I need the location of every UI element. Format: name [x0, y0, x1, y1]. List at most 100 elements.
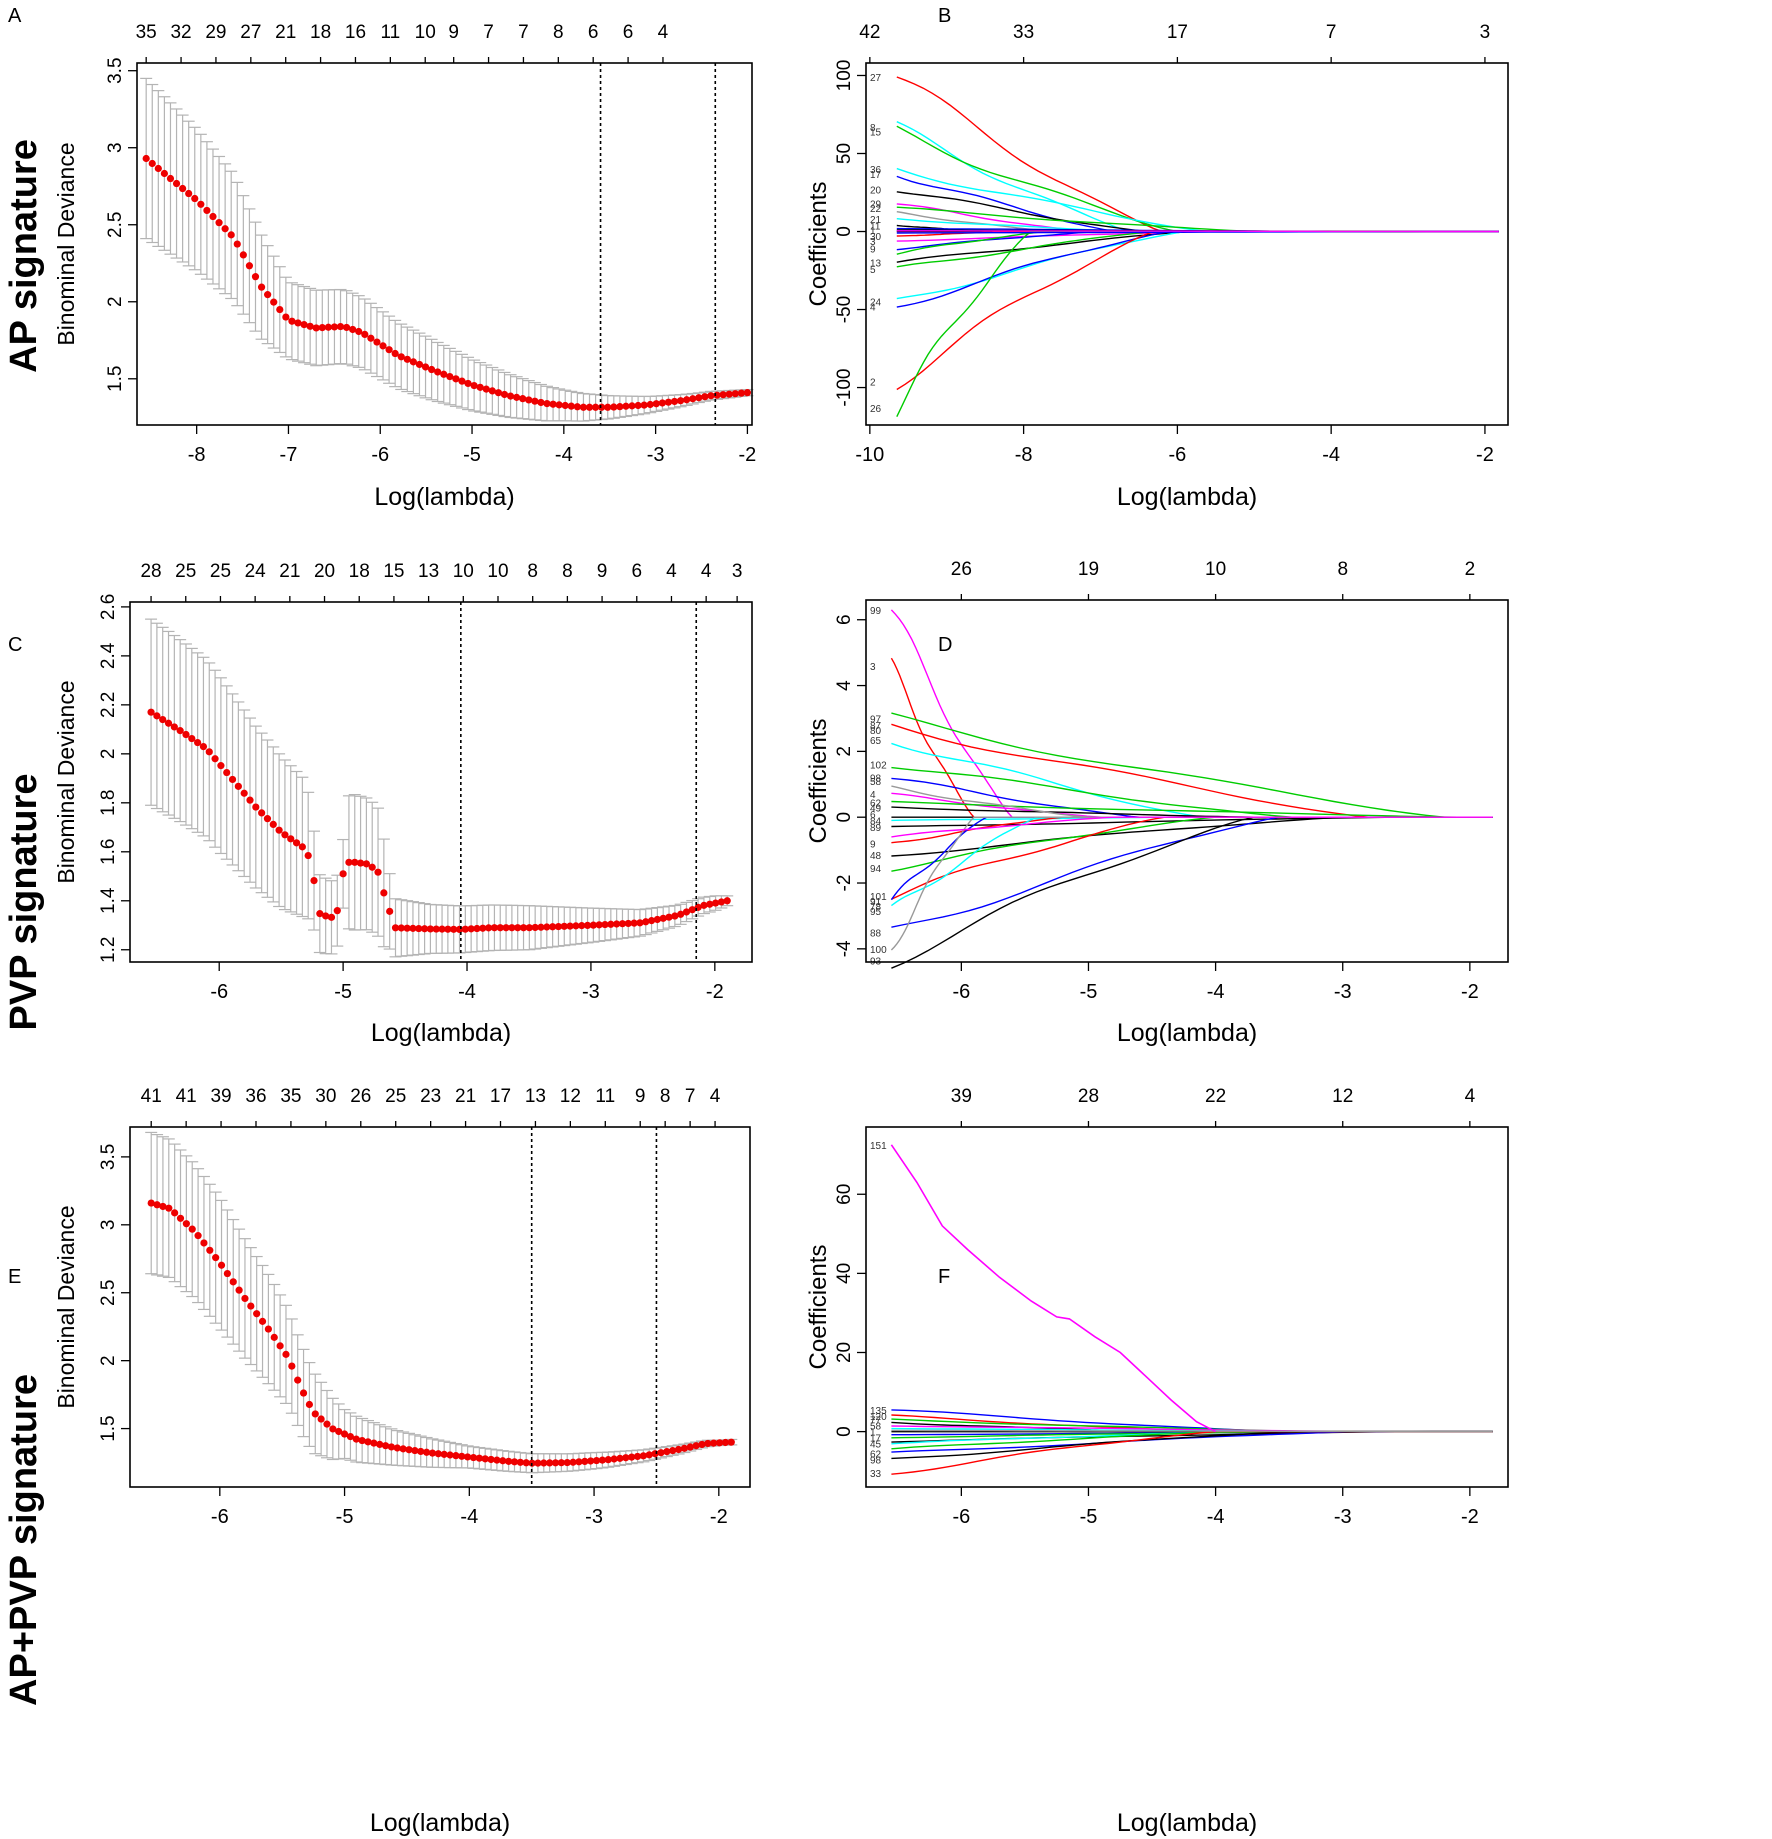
panel-d-coef-path	[891, 816, 1493, 838]
panel-e-cv-point	[399, 1445, 407, 1453]
panel-c-top-tick-label: 8	[562, 561, 573, 582]
panel-c-cv-point	[194, 738, 202, 747]
panel-e-cv-point	[247, 1302, 255, 1310]
panel-f-path-index-label: 58	[870, 1422, 882, 1433]
panel-e-cv-point	[587, 1457, 595, 1465]
panel-d-y-tick-label: 4	[834, 680, 855, 691]
panel-c-cv-point	[188, 734, 196, 743]
panel-c-x-tick-label: -3	[582, 981, 600, 1003]
panel-a-cv-point	[519, 395, 527, 403]
panel-e-cv-point	[288, 1362, 296, 1370]
panel-e-cv-point	[505, 1457, 513, 1465]
panel-c-top-tick-label: 15	[383, 561, 404, 582]
panel-e-top-tick-label: 17	[490, 1086, 511, 1107]
panel-d-y-tick-label: -4	[834, 940, 855, 957]
panel-f-axes: -6 -5 -4 -3 -2 0 20 40 60 39 28 22 12 4	[834, 1086, 1479, 1528]
panel-b-path-index-label: 5	[870, 265, 876, 276]
panel-a-x-tick-label: -2	[739, 444, 757, 466]
panel-d-coef-path	[891, 816, 1493, 969]
panel-c-cv-point	[339, 870, 347, 878]
panel-c-cv-point	[438, 925, 446, 933]
panel-b-path-index-label: 20	[870, 185, 882, 196]
panel-c-cv-point	[444, 925, 452, 933]
panel-e-cv-point	[253, 1310, 261, 1318]
panel-e-cv-point	[171, 1209, 179, 1217]
panel-a-cv-point	[549, 400, 557, 408]
panel-c-cv-point	[642, 918, 650, 926]
panel-d-path-index-label: 88	[870, 928, 882, 939]
panel-e-cv-point	[165, 1204, 173, 1212]
panel-b-coef-path	[896, 191, 1499, 233]
panel-a-cv-point	[142, 154, 150, 163]
panel-e-cv-point	[674, 1445, 683, 1454]
panel-c-y-tick-label: 1.8	[98, 790, 119, 816]
panel-a-y-tick-label: 3.5	[105, 57, 126, 83]
panel-c-y-tick-label: 2.2	[98, 692, 119, 718]
panel-c-top-tick-label: 21	[279, 561, 300, 582]
panel-c-x-tick-label: -5	[334, 981, 352, 1003]
panel-c-cv-point	[636, 919, 644, 927]
panel-c-cv-point	[316, 910, 324, 918]
panel-b-top-tick-label: 17	[1167, 22, 1188, 43]
panel-a-cv-point	[567, 402, 575, 410]
panel-a-cv-point	[555, 401, 563, 409]
panel-c-y-label: Binominal Deviance	[53, 680, 79, 883]
panel-c-cv-point	[432, 925, 440, 933]
panel-c-cv-point	[519, 924, 528, 932]
panel-b-coef-path	[896, 125, 1499, 233]
panel-c-cv-point	[589, 921, 597, 929]
panel-a-cv-point	[525, 396, 533, 404]
panel-e-y-tick-label: 3	[98, 1220, 119, 1231]
panel-d-coef-path	[891, 816, 1493, 872]
panel-f-x-tick-label: -6	[952, 1506, 970, 1528]
panel-letter-a: A	[8, 5, 22, 27]
panel-e-cv-point	[540, 1459, 548, 1467]
panel-e-cv-point	[229, 1278, 237, 1286]
panel-e-cv-point	[493, 1456, 501, 1464]
panel-a-top-tick-label: 6	[623, 22, 634, 43]
panel-b-coef-path	[896, 230, 1499, 418]
panel-c-cv-point	[310, 876, 318, 885]
panel-c-top-tick-label: 3	[732, 561, 743, 582]
panel-b-coef-path	[896, 230, 1499, 268]
panel-c-cv-point	[252, 803, 260, 811]
panel-e-cv-point	[294, 1376, 302, 1384]
panel-letter-b: B	[938, 5, 951, 27]
panel-b-path-index-label: 27	[870, 73, 882, 84]
panel-a-cv-point	[349, 325, 357, 334]
panel-d-path-index-label: 98	[870, 774, 882, 785]
panel-a-cv-point	[743, 389, 752, 397]
panel-e-top-tick-label: 36	[245, 1086, 266, 1107]
panel-a-y-tick-label: 2	[105, 296, 126, 307]
panel-f-path-index-label: 62	[870, 1449, 882, 1460]
panel-d-path-index-label: 6	[870, 810, 876, 821]
panel-a-cv-point	[221, 225, 229, 233]
panel-e-cv-deviance: -6 -5 -4 -3 -21.522.533.541 41 39 36 35 30 26 25 23 2…	[53, 1086, 751, 1837]
panel-e-cv-point	[487, 1455, 495, 1464]
panel-e-cv-point	[147, 1199, 155, 1207]
panel-b-path-index-label: 4	[870, 302, 876, 313]
panel-a-y-tick-label: 3	[105, 142, 126, 153]
panel-d-frame	[865, 599, 1509, 963]
panel-e-top-tick-label: 30	[315, 1086, 336, 1107]
panel-e-top-tick-label: 41	[141, 1086, 162, 1107]
panel-c-x-tick-label: -2	[706, 981, 724, 1003]
panel-b-x-tick-label: -6	[1168, 444, 1186, 466]
panel-c-top-tick-label: 4	[701, 561, 712, 582]
panel-f-coef-path-151	[890, 1144, 1216, 1433]
panel-a-cv-point	[446, 372, 454, 381]
panel-e-cv-point	[405, 1446, 413, 1454]
panel-a-cv-point	[506, 392, 515, 400]
panel-b-x-tick-label: -10	[855, 444, 884, 466]
panel-e-cv-point	[458, 1452, 466, 1460]
panel-a-cv-deviance: -8 -7 -6 -5 -4 -3 -2 1.5 2 2.5 3 3.5 35 32 29 27 21 18 16 1…	[53, 22, 756, 511]
panel-a-cv-point	[640, 401, 648, 409]
panel-b-path-index-label: 36	[870, 165, 882, 176]
panel-e-y-tick-label: 2	[98, 1355, 119, 1366]
panel-c-top-tick-label: 9	[597, 561, 608, 582]
panel-e-cv-point	[153, 1201, 161, 1209]
panel-a-cv-point	[421, 363, 430, 371]
panel-a-cv-point	[367, 334, 375, 342]
panel-d-coef-path	[890, 816, 1493, 907]
